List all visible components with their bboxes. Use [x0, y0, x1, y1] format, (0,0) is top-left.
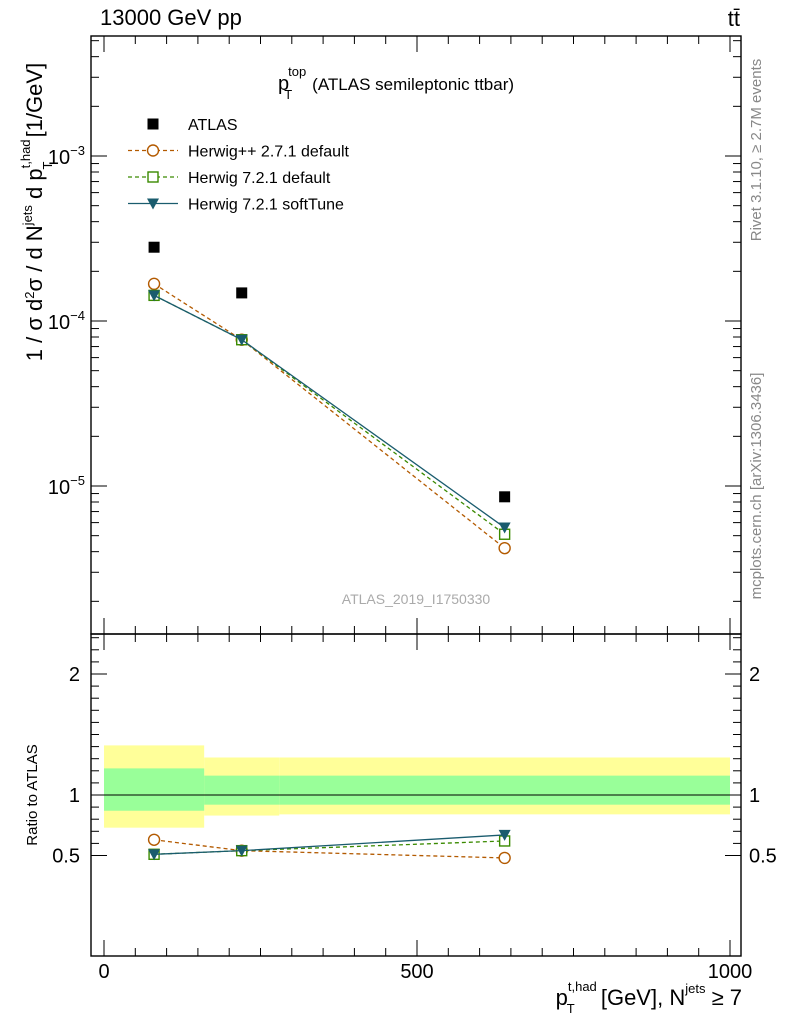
y-tick-label-1e-5: 10−5 [48, 473, 85, 499]
ratio-y-tick-label: 1 [69, 785, 80, 807]
title-p: p [278, 73, 289, 95]
x-tick-label: 1000 [708, 961, 753, 983]
ratio-series-group [147, 829, 511, 865]
y-tick-label-1e-4: 10−4 [48, 308, 85, 334]
data-point [147, 277, 161, 291]
data-point [236, 287, 248, 299]
legend-marker [146, 144, 160, 157]
ratio-y-tick-label-right: 0.5 [749, 846, 777, 868]
x-axis-label: pt,had T [GeV], Njets ≥ 7 [556, 979, 742, 1016]
series-line [153, 294, 506, 535]
ratio-line [154, 834, 505, 855]
collision-energy-label: 13000 GeV pp [100, 5, 242, 30]
ratio-uncertainty-bands [104, 745, 730, 828]
ratio-series-2 [148, 829, 511, 861]
ratio-y-tick-labels-right: 0.5 1 2 [749, 664, 777, 868]
series-line [153, 283, 506, 549]
legend-item: Herwig 7.2.1 softTune [128, 197, 344, 214]
ratio-ticks [91, 634, 741, 956]
legend-label: ATLAS [188, 117, 238, 134]
data-point [235, 334, 248, 346]
data-point [499, 491, 511, 503]
legend-item: Herwig++ 2.7.1 default [128, 144, 350, 161]
x-tick-label: 500 [400, 961, 433, 983]
main-panel: 10−3 10−4 10−5 ptop T (ATLAS semileptonic … [18, 35, 742, 635]
ratio-y-tick-labels: 0.5 1 2 [52, 664, 80, 868]
legend-marker [147, 198, 159, 210]
ratio-band-stat [104, 768, 205, 811]
main-series-group [147, 241, 511, 555]
ratio-panel: 0.5 1 2 0.5 1 2 0 500 1000 Ratio to ATLAS pt,h… [24, 633, 777, 1016]
legend-label: Herwig 7.2.1 default [188, 170, 331, 187]
ratio-point [235, 845, 248, 857]
analysis-watermark: ATLAS_2019_I1750330 [342, 591, 491, 607]
data-point [498, 541, 511, 555]
rivet-label: Rivet 3.1.10, ≥ 2.7M events [748, 59, 765, 242]
ratio-point [498, 829, 511, 841]
series-3 [148, 290, 511, 534]
legend-label: Herwig++ 2.7.1 default [188, 144, 350, 161]
data-point [498, 522, 511, 534]
legend-marker [147, 171, 159, 183]
legend: ATLAS Herwig++ 2.7.1 default Herwig 7.2.1 … [128, 117, 350, 214]
ratio-y-tick-label: 2 [69, 664, 80, 686]
ratio-point [147, 833, 161, 846]
ratio-point [498, 851, 511, 865]
data-point [148, 290, 161, 302]
title-suffix: (ATLAS semileptonic ttbar) [312, 75, 514, 94]
main-ticks [91, 36, 741, 634]
ratio-line [153, 839, 505, 859]
legend-item: Herwig 7.2.1 default [128, 170, 331, 187]
title-superscript: top [288, 64, 306, 79]
ratio-y-tick-label-right: 2 [749, 664, 760, 686]
ratio-point [148, 849, 161, 861]
legend-marker [147, 118, 159, 130]
ratio-series-0 [147, 833, 511, 865]
x-tick-label: 0 [98, 961, 109, 983]
main-y-tick-labels: 10−3 10−4 10−5 [48, 143, 85, 499]
ratio-series-1 [148, 835, 511, 860]
plot-title: ptop T (ATLAS semileptonic ttbar) [278, 64, 514, 102]
title-subscript: T [284, 87, 292, 102]
legend-item: ATLAS [147, 117, 238, 134]
mcplots-label: mcplots.cern.ch [arXiv:1306.3436] [748, 373, 765, 600]
ratio-band-stat [279, 775, 730, 805]
x-tick-labels: 0 500 1000 [98, 961, 752, 983]
series-2 [148, 289, 511, 540]
process-label: tt̄ [728, 6, 740, 31]
series-line [153, 294, 506, 529]
legend-label: Herwig 7.2.1 softTune [188, 197, 344, 214]
ratio-y-tick-label-right: 1 [749, 785, 760, 807]
data-point [148, 241, 160, 253]
series-0 [148, 241, 511, 503]
ratio-band-stat [204, 775, 280, 805]
ratio-y-axis-label: Ratio to ATLAS [24, 744, 41, 845]
ratio-y-tick-label: 0.5 [52, 846, 80, 868]
